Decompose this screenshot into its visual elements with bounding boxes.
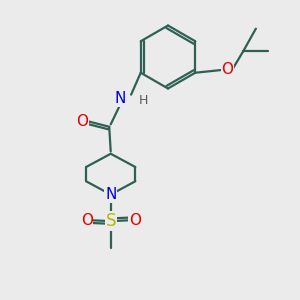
Text: O: O	[76, 114, 88, 129]
Text: O: O	[81, 213, 93, 228]
Text: O: O	[221, 62, 233, 77]
Text: S: S	[106, 212, 116, 230]
Text: H: H	[138, 94, 148, 106]
Text: N: N	[105, 187, 116, 202]
Text: N: N	[114, 91, 126, 106]
Text: O: O	[129, 213, 141, 228]
